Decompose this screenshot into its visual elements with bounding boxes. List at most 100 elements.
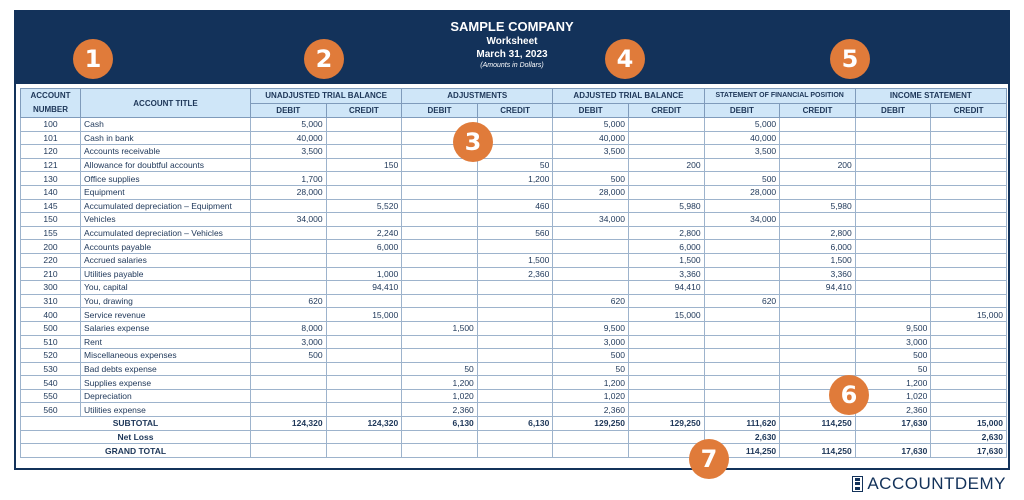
- amount-cell: 1,700: [250, 171, 327, 186]
- amount-cell: [476, 212, 554, 227]
- total-label: Net Loss: [20, 429, 251, 445]
- amount-cell: [250, 280, 327, 295]
- account-number: 510: [20, 334, 81, 350]
- worksheet-frame: SAMPLE COMPANY Worksheet March 31, 2023 …: [14, 10, 1010, 470]
- total-amount: [401, 429, 478, 445]
- amount-cell: [779, 334, 856, 350]
- amount-cell: [401, 212, 478, 227]
- amount-cell: 40,000: [552, 130, 629, 146]
- amount-cell: [627, 184, 705, 200]
- group-header: ADJUSTED TRIAL BALANCE: [552, 88, 705, 104]
- credit-header: CREDIT: [476, 102, 554, 118]
- amount-cell: 94,410: [627, 280, 705, 295]
- amount-cell: 94,410: [325, 280, 403, 295]
- total-amount: 111,620: [703, 416, 781, 431]
- credit-header: CREDIT: [627, 102, 705, 118]
- table-row: 300 You, capital 94,410 94,410 94,410: [20, 280, 1007, 295]
- amount-cell: 1,500: [476, 252, 554, 268]
- amount-cell: [930, 293, 1007, 309]
- amount-cell: [703, 320, 781, 336]
- table-row: 150 Vehicles 34,000 34,000 34,000: [20, 212, 1007, 227]
- amount-cell: [401, 171, 478, 186]
- amount-cell: [703, 239, 781, 254]
- account-title: Utilities expense: [80, 402, 251, 418]
- amount-cell: [476, 388, 554, 404]
- amount-cell: 40,000: [250, 130, 327, 146]
- amount-cell: [930, 117, 1007, 132]
- amount-cell: 2,360: [401, 402, 478, 418]
- account-title: Accumulated depreciation – Vehicles: [80, 225, 251, 241]
- amount-cell: 150: [325, 157, 403, 173]
- amount-cell: 460: [476, 198, 554, 214]
- account-number: 550: [20, 388, 81, 404]
- amount-cell: 500: [250, 348, 327, 363]
- amount-cell: [401, 348, 478, 363]
- amount-cell: [325, 212, 403, 227]
- amount-cell: [854, 144, 932, 159]
- amount-cell: [854, 239, 932, 254]
- amount-cell: [930, 320, 1007, 336]
- amount-cell: [703, 375, 781, 390]
- account-number: 210: [20, 266, 81, 282]
- amount-cell: [930, 144, 1007, 159]
- amount-cell: [325, 171, 403, 186]
- amount-cell: 28,000: [552, 184, 629, 200]
- step-badge-1: 1: [73, 39, 113, 79]
- amount-cell: 620: [703, 293, 781, 309]
- amount-cell: [930, 171, 1007, 186]
- amount-cell: [703, 252, 781, 268]
- amount-cell: [627, 144, 705, 159]
- amount-cell: [627, 171, 705, 186]
- table-row: 130 Office supplies 1,700 1,200 500 500: [20, 171, 1007, 186]
- debit-header: DEBIT: [703, 102, 781, 118]
- amount-cell: 500: [854, 348, 932, 363]
- amount-cell: [325, 130, 403, 146]
- amount-cell: [930, 334, 1007, 350]
- total-amount: 17,630: [930, 443, 1007, 458]
- amount-cell: [930, 225, 1007, 241]
- amount-cell: [325, 375, 403, 390]
- amount-cell: [627, 212, 705, 227]
- amount-cell: 500: [703, 171, 781, 186]
- amount-cell: [401, 266, 478, 282]
- amount-cell: 1,500: [627, 252, 705, 268]
- amount-cell: 500: [552, 348, 629, 363]
- amount-cell: 3,500: [552, 144, 629, 159]
- amount-cell: 3,000: [552, 334, 629, 350]
- amount-cell: 2,360: [476, 266, 554, 282]
- amount-cell: [250, 198, 327, 214]
- amount-cell: 2,360: [552, 402, 629, 418]
- debit-header: DEBIT: [854, 102, 932, 118]
- accountdemy-logo: ACCOUNTDEMY: [852, 474, 1006, 494]
- amount-cell: [854, 225, 932, 241]
- debit-header: DEBIT: [250, 102, 327, 118]
- credit-header: CREDIT: [779, 102, 856, 118]
- account-number: 200: [20, 239, 81, 254]
- amount-cell: [854, 307, 932, 322]
- table-row: 310 You, drawing 620 620 620: [20, 293, 1007, 309]
- amount-cell: [250, 252, 327, 268]
- account-number: 100: [20, 117, 81, 132]
- debit-header: DEBIT: [552, 102, 629, 118]
- total-amount: 6,130: [476, 416, 554, 431]
- amount-cell: [703, 388, 781, 404]
- amount-cell: [476, 334, 554, 350]
- amount-cell: [401, 334, 478, 350]
- amount-cell: [552, 239, 629, 254]
- account-title: Cash: [80, 117, 251, 132]
- total-amount: 114,250: [779, 416, 856, 431]
- account-number: 310: [20, 293, 81, 309]
- amount-cell: 5,980: [627, 198, 705, 214]
- total-amount: [552, 429, 629, 445]
- total-amount: 2,630: [930, 429, 1007, 445]
- amount-cell: [325, 361, 403, 377]
- total-row: Net Loss 2,630 2,630: [20, 429, 1007, 445]
- total-amount: 17,630: [854, 416, 932, 431]
- amount-cell: 2,800: [779, 225, 856, 241]
- logo-icon: [852, 476, 864, 492]
- amount-cell: [325, 184, 403, 200]
- account-title: Accounts payable: [80, 239, 251, 254]
- total-row: SUBTOTAL 124,320 124,320 6,130 6,130 129,250 1…: [20, 416, 1007, 431]
- amount-cell: [325, 293, 403, 309]
- amount-cell: [250, 239, 327, 254]
